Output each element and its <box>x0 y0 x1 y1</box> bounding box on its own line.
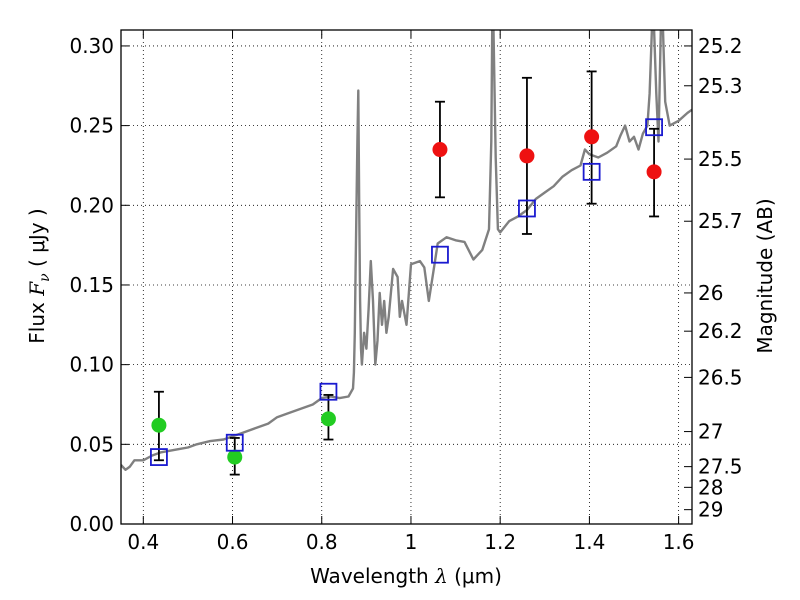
y2-tick-label: 29 <box>698 498 723 522</box>
y-tick-label: 0.25 <box>69 114 114 138</box>
square-marker <box>582 162 601 181</box>
plot-frame <box>120 29 693 525</box>
y2-tick-label: 28 <box>698 475 723 499</box>
x-tick-label: 1.4 <box>573 530 605 554</box>
spectrum-line <box>121 30 692 471</box>
y2-tick-label: 26.5 <box>698 365 743 389</box>
x-tick-label: 0.8 <box>306 530 338 554</box>
square-marker <box>518 199 536 218</box>
circle-marker <box>151 417 167 433</box>
y-tick-label: 0.20 <box>69 193 114 217</box>
ticks: 0.4 0.6 0.8 1 1.2 1.4 1.6 0.00 0.05 0.10 0.15 0.20 0… <box>69 30 743 554</box>
data-markers <box>150 118 663 466</box>
error-bars <box>153 70 660 476</box>
y2-tick-label: 27.5 <box>698 455 743 479</box>
circle-marker <box>432 142 448 158</box>
square-marker <box>319 382 338 401</box>
y-axis-label: Flux Fν ( μJy ) <box>25 208 53 343</box>
circle-marker <box>646 164 662 180</box>
x-tick-label: 0.6 <box>217 530 249 554</box>
circle-marker <box>227 449 243 465</box>
y-tick-label: 0.10 <box>69 353 114 377</box>
y2-tick-label: 27 <box>698 420 723 444</box>
x-tick-label: 1 <box>405 530 418 554</box>
x-tick-label: 1.6 <box>663 530 695 554</box>
y2-tick-label: 26 <box>698 281 723 305</box>
y2-tick-label: 25.2 <box>698 34 743 58</box>
square-marker <box>431 245 449 264</box>
square-marker <box>150 448 168 466</box>
circle-marker <box>320 411 336 427</box>
y2-axis-label: Magnitude (AB) <box>753 198 777 353</box>
circle-marker <box>584 129 600 145</box>
y2-tick-label: 25.7 <box>698 209 743 233</box>
x-tick-label: 1.2 <box>484 530 516 554</box>
grid <box>121 30 692 525</box>
y2-tick-label: 26.2 <box>698 319 743 343</box>
circle-marker <box>519 148 535 164</box>
y2-tick-label: 25.5 <box>698 147 743 171</box>
model-spectrum <box>121 30 692 471</box>
y-tick-label: 0.00 <box>69 512 114 536</box>
x-axis-label: Wavelength λ (μm) <box>310 564 502 588</box>
y2-tick-label: 25.3 <box>698 74 743 98</box>
y-tick-label: 0.15 <box>69 273 114 297</box>
square-marker <box>645 118 663 137</box>
y-tick-label: 0.30 <box>69 34 114 58</box>
square-marker <box>225 433 244 452</box>
y-tick-label: 0.05 <box>69 432 114 456</box>
x-tick-label: 0.4 <box>127 530 159 554</box>
